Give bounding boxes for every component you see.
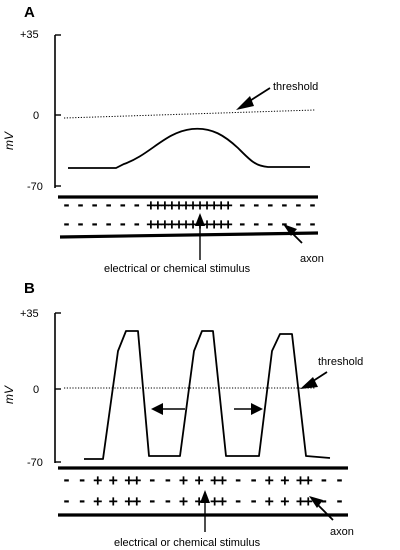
panel-a-axon-label: axon — [300, 253, 324, 265]
panel-b-threshold-arrowhead — [300, 377, 318, 389]
panel-b-left-arrowhead — [151, 403, 163, 415]
panel-b-tick-label-top: +35 — [20, 308, 39, 320]
panel-b-axon-label: axon — [330, 526, 354, 538]
panel-a-upper-charges: - - - - - - ++++++++++++ - - - - - - — [62, 196, 317, 214]
panel-b-label: B — [24, 280, 35, 297]
panel-b: B +35 0 -70 mV threshold - - + + ++ - - … — [2, 280, 363, 549]
panel-a: A +35 0 -70 mV threshold - - - - - - +++… — [2, 4, 324, 275]
panel-a-y-unit: mV — [2, 131, 16, 150]
panel-a-axon-membrane-bottom — [59, 231, 319, 239]
panel-a-threshold-label: threshold — [273, 81, 318, 93]
panel-b-tick-label-bottom: -70 — [27, 457, 43, 469]
panel-b-stimulus-arrowhead — [200, 490, 210, 503]
panel-b-potential-trace — [84, 330, 331, 460]
panel-a-stimulus-arrowhead — [195, 213, 205, 226]
panel-b-axon-arrow — [317, 504, 334, 521]
panel-a-tick-label-bottom: -70 — [27, 181, 43, 193]
panel-b-upper-charges: - - + + ++ - - + + ++ - - + + ++ - - — [62, 471, 344, 489]
panel-a-axon-arrowhead — [283, 224, 297, 236]
panel-a-potential-trace — [68, 127, 310, 169]
panel-a-stimulus-label: electrical or chemical stimulus — [104, 263, 251, 275]
panel-a-threshold-line — [63, 109, 316, 119]
panel-b-threshold-label: threshold — [318, 356, 363, 368]
panel-b-y-unit: mV — [2, 385, 16, 404]
panel-b-axon-arrowhead — [309, 496, 323, 508]
panel-a-label: A — [24, 4, 35, 21]
panel-a-tick-label-zero: 0 — [33, 110, 39, 122]
panel-b-tick-label-zero: 0 — [33, 384, 39, 396]
panel-b-right-arrowhead — [251, 403, 263, 415]
panel-b-stimulus-label: electrical or chemical stimulus — [114, 537, 261, 549]
panel-a-tick-label-top: +35 — [20, 29, 39, 41]
panel-a-lower-charges: - - - - - - ++++++++++++ - - - - - - — [62, 215, 317, 233]
panel-a-threshold-arrowhead — [236, 96, 254, 110]
